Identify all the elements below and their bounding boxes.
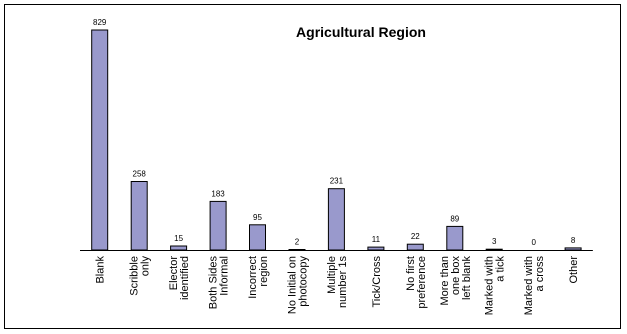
category-label: No firstpreference xyxy=(405,256,428,309)
data-label: 183 xyxy=(211,189,225,198)
bar xyxy=(130,181,148,251)
data-label: 22 xyxy=(411,232,420,241)
bar xyxy=(406,243,424,251)
data-label: 258 xyxy=(133,170,147,179)
data-label: 829 xyxy=(93,18,107,27)
category-label: Both SidesInformal xyxy=(208,256,231,310)
data-label: 11 xyxy=(372,235,381,244)
bar xyxy=(367,246,385,251)
category-label: No Initial onphotocopy xyxy=(287,256,310,315)
bar xyxy=(170,245,188,251)
bar xyxy=(288,249,306,251)
category-label: Marked witha tick xyxy=(484,256,507,316)
data-label: 2 xyxy=(295,238,300,247)
bar xyxy=(446,225,464,251)
data-label: 89 xyxy=(450,214,459,223)
category-labels-layer: Blank Scribbleonly Electoridentified Both S… xyxy=(95,256,580,316)
category-label: Electoridentified xyxy=(168,256,191,300)
chart-title: Agricultural Region xyxy=(296,24,426,40)
category-label: Incorrectregion xyxy=(247,256,270,299)
bar xyxy=(209,200,227,251)
data-label: 0 xyxy=(531,238,536,247)
category-label: Scribbleonly xyxy=(129,256,152,296)
bar xyxy=(485,248,503,251)
category-label: Blank xyxy=(95,256,107,284)
data-label: 15 xyxy=(174,234,183,243)
data-label: 3 xyxy=(492,237,497,246)
category-label: Marked witha cross xyxy=(523,256,546,316)
bar xyxy=(91,29,109,251)
bars-layer xyxy=(91,29,582,251)
category-label: Tick/Cross xyxy=(371,256,383,308)
category-label: Other xyxy=(568,256,580,284)
category-label: More thanone boxleft blank xyxy=(439,256,473,306)
bar xyxy=(327,188,345,251)
chart-frame: Agricultural Region 829 258 15 183 95 2 231 11 2… xyxy=(4,4,621,329)
data-labels-layer: 829 258 15 183 95 2 231 11 22 89 3 0 8 xyxy=(93,18,576,247)
bar xyxy=(249,224,266,251)
bar-chart: Agricultural Region 829 258 15 183 95 2 231 11 2… xyxy=(80,18,593,316)
category-label: Multiplenumber 1s xyxy=(326,256,349,308)
bar xyxy=(564,247,582,251)
data-label: 8 xyxy=(571,236,576,245)
data-label: 95 xyxy=(253,213,262,222)
data-label: 231 xyxy=(330,177,344,186)
